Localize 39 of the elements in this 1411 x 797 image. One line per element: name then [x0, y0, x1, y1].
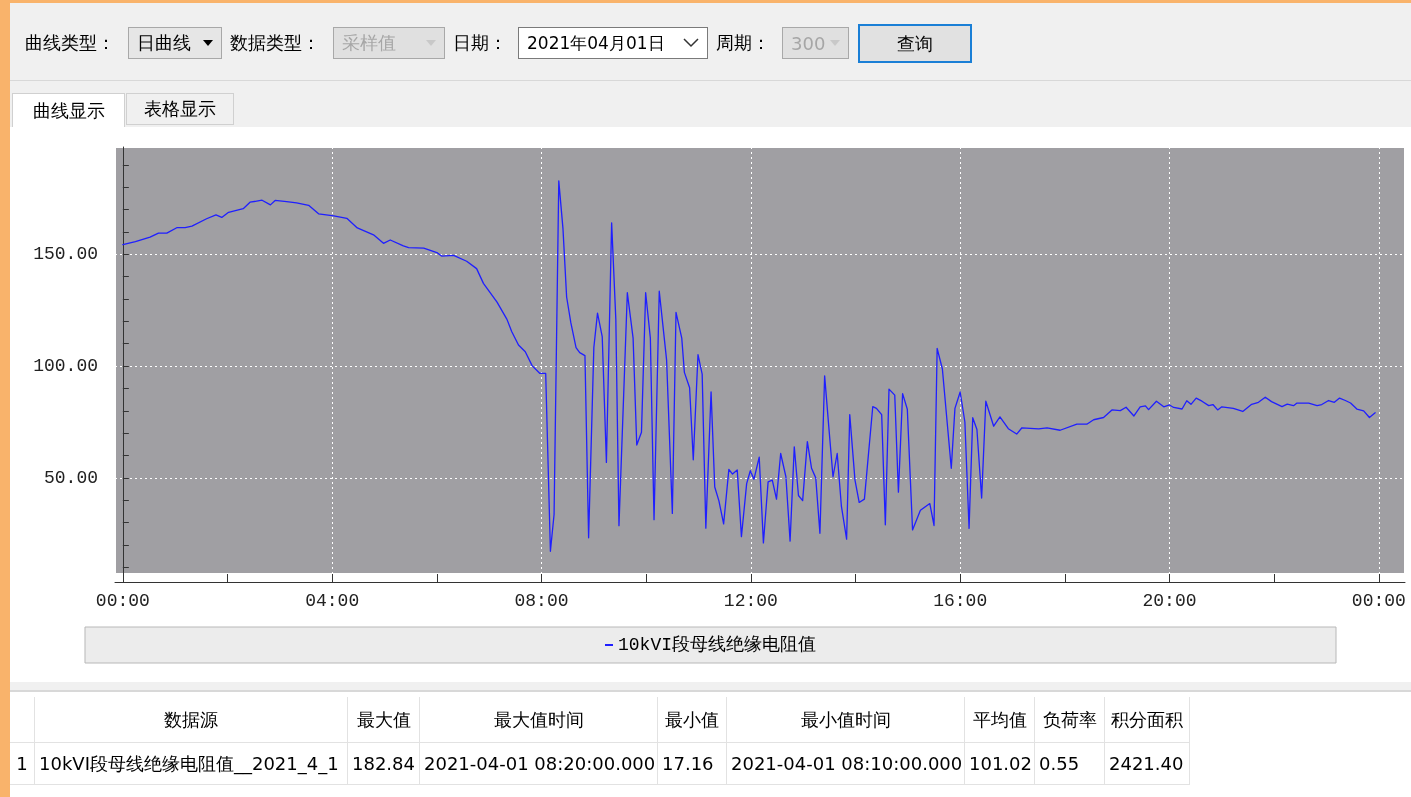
text: 查询 [858, 24, 972, 63]
text: 2421.40 [1105, 743, 1190, 785]
y-tick-label: 100.00 [33, 356, 98, 377]
x-tick-label: 12:00 [723, 591, 778, 611]
text: 日期： [453, 31, 508, 55]
text: 2021年04月01日 [527, 31, 665, 55]
text: 采样值 [342, 31, 396, 55]
category-label: 最小值时间 [727, 697, 965, 743]
category-label: 最大值时间 [420, 697, 658, 743]
text: 数据类型： [230, 31, 321, 55]
category-label: 最小值 [658, 697, 727, 743]
legend-label: 10kVI段母线绝缘电阻值 [618, 635, 817, 655]
text: 曲线类型： [25, 31, 116, 55]
text: 300 [791, 32, 826, 54]
x-tick-label: 04:00 [305, 591, 360, 611]
text: 182.84 [348, 743, 420, 785]
text: 曲线显示 [12, 93, 125, 128]
x-tick-label: 08:00 [514, 591, 569, 611]
text: 日曲线 [137, 31, 191, 55]
x-tick-label: 16:00 [933, 591, 988, 611]
text: 101.02 [965, 743, 1035, 785]
x-tick-label: 00:00 [95, 591, 150, 611]
category-label: 数据源 [35, 697, 348, 743]
text: 0.55 [1035, 743, 1105, 785]
y-tick-label: 150.00 [33, 244, 98, 265]
y-tick-label: 50.00 [43, 467, 98, 488]
category-label: 平均值 [965, 697, 1035, 743]
text: 17.16 [658, 743, 727, 785]
x-tick-label: 00:00 [1351, 591, 1406, 611]
text: 周期： [716, 31, 771, 55]
category-label: 负荷率 [1035, 697, 1105, 743]
text: 2021-04-01 08:20:00.000 [420, 743, 658, 785]
text: 10kVI段母线绝缘电阻值__2021_4_1 [35, 743, 348, 785]
text: 1 [10, 743, 35, 785]
category-label: 最大值 [348, 697, 420, 743]
category-label: 积分面积 [1105, 697, 1190, 743]
text: 2021-04-01 08:10:00.000 [727, 743, 965, 785]
text: 表格显示 [126, 93, 234, 125]
x-tick-label: 20:00 [1142, 591, 1197, 611]
